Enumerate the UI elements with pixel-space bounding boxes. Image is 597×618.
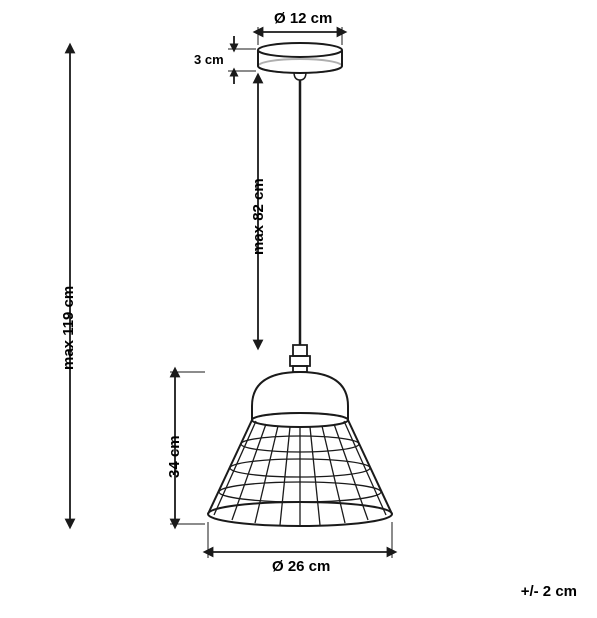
label-lamp-height: 34 cm [166,435,183,478]
label-cord-max: max 82 cm [250,178,267,255]
label-canopy-diameter: Ø 12 cm [274,10,332,27]
diagram-canvas: max 119 cm 34 cm max 82 cm 3 cm Ø 12 cm … [0,0,597,618]
label-tolerance: +/- 2 cm [521,583,577,600]
lamp-drawing [0,0,597,618]
pendant-lamp [208,43,392,526]
label-shade-diameter: Ø 26 cm [272,558,330,575]
label-canopy-height: 3 cm [194,52,224,67]
label-total-height: max 119 cm [60,286,77,370]
